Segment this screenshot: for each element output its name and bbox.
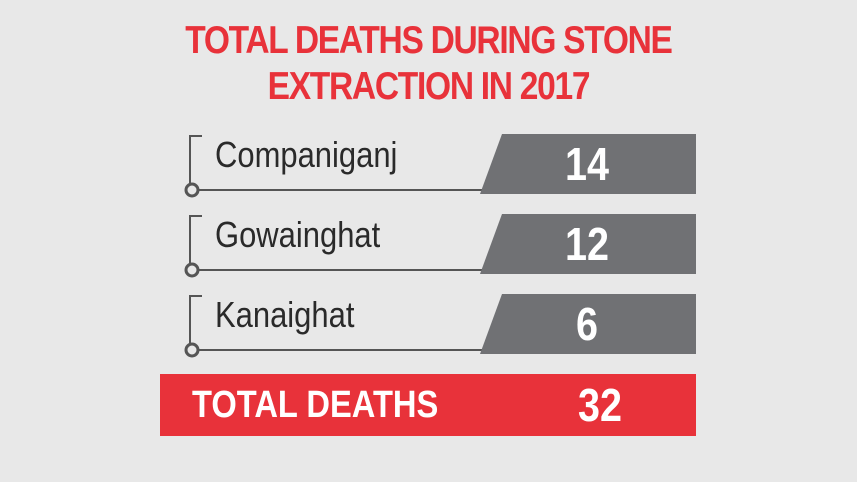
row-gowainghat: Gowainghat 12: [160, 208, 700, 278]
total-bar: TOTAL DEATHS 32: [160, 374, 696, 436]
title-line-2: EXTRACTION IN 2017: [267, 65, 591, 108]
value-box: [480, 294, 696, 354]
leader-line: [184, 295, 496, 358]
bullet-dot: [184, 182, 200, 198]
category-label: Kanaighat: [215, 294, 355, 335]
value-box: [480, 134, 696, 194]
total-label: TOTAL DEATHS: [192, 384, 439, 426]
bullet-dot: [184, 262, 200, 278]
leader-line: [184, 135, 496, 198]
category-label: Gowainghat: [215, 214, 381, 255]
row-kanaighat: Kanaighat 6: [160, 288, 700, 358]
total-value: 32: [577, 379, 622, 431]
bullet-dot: [184, 342, 200, 358]
chart-title: TOTAL DEATHS DURING STONE EXTRACTION IN …: [60, 18, 797, 110]
value-label: 14: [564, 138, 609, 190]
value-label: 12: [564, 218, 609, 270]
title-line-1: TOTAL DEATHS DURING STONE: [185, 19, 673, 62]
category-label: Companiganj: [215, 134, 398, 175]
value-box: [480, 214, 696, 274]
row-companiganj: Companiganj 14: [160, 128, 700, 198]
leader-line: [184, 215, 496, 278]
value-label: 6: [575, 298, 599, 350]
